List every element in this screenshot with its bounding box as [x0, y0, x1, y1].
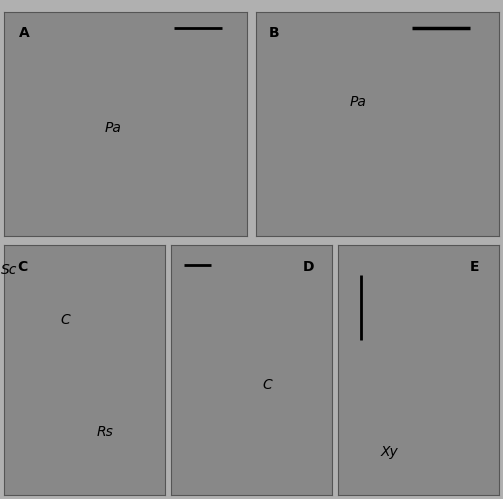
Text: B: B: [269, 25, 279, 39]
Text: Pa: Pa: [350, 94, 367, 109]
Text: A: A: [19, 25, 29, 39]
Text: Sc: Sc: [1, 262, 17, 276]
Text: C: C: [60, 313, 70, 327]
Text: C: C: [263, 378, 273, 392]
Text: D: D: [303, 259, 314, 273]
Text: C: C: [17, 259, 27, 273]
Text: E: E: [470, 259, 479, 273]
Text: Xy: Xy: [381, 446, 398, 460]
Text: Pa: Pa: [105, 121, 122, 135]
Text: Rs: Rs: [97, 426, 114, 440]
